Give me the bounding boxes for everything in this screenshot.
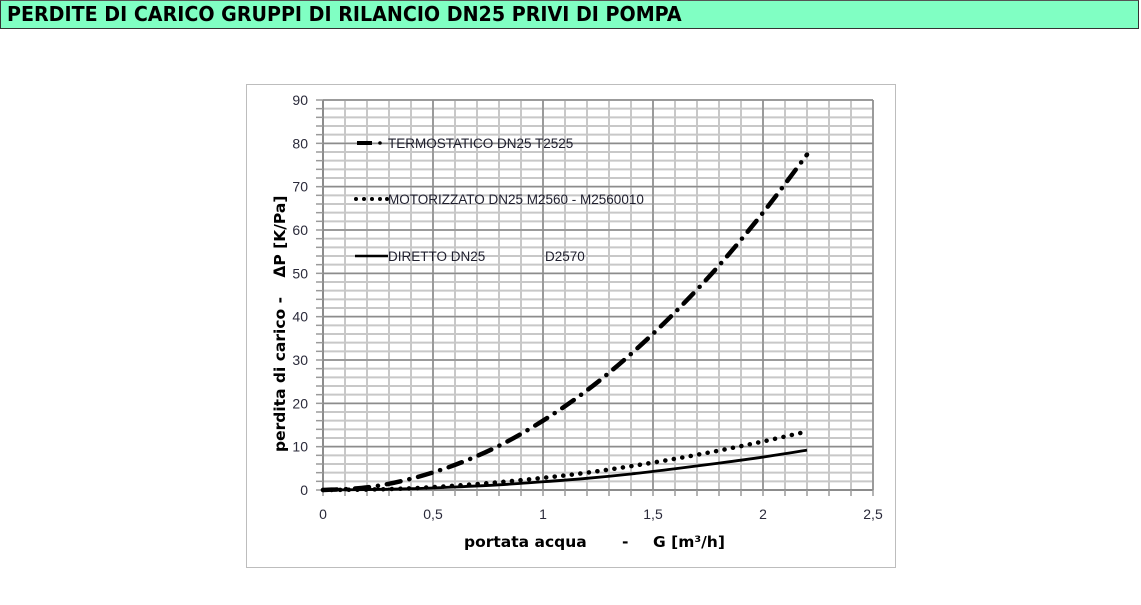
y-tick-label: 40: [292, 309, 308, 325]
x-tick-label: 0,5: [423, 506, 443, 522]
data-series: [320, 152, 810, 493]
x-tick-label: 2,5: [863, 506, 883, 522]
x-axis-title-part1: portata acqua: [464, 533, 587, 551]
y-tick-label: 50: [292, 265, 308, 281]
major-gridlines: [322, 99, 874, 491]
x-axis-title-separator: -: [622, 533, 628, 551]
page-title: PERDITE DI CARICO GRUPPI DI RILANCIO DN2…: [7, 2, 682, 26]
y-tick-label: 80: [292, 135, 308, 151]
y-tick-label: 70: [292, 179, 308, 195]
legend-swatch-motorizzato: [354, 197, 389, 201]
y-tick-label: 90: [292, 92, 308, 108]
x-tick-label: 1,5: [643, 506, 663, 522]
legend-swatch-termostatico-dot: [378, 141, 382, 145]
x-tick-label: 2: [759, 506, 767, 522]
legend-label-motorizzato: MOTORIZZATO DN25 M2560 - M2560010: [388, 192, 644, 207]
legend-label-termostatico: TERMOSTATICO DN25 T2525: [388, 136, 573, 151]
x-axis-title-part2: G [m³/h]: [653, 533, 725, 551]
page-title-bar: PERDITE DI CARICO GRUPPI DI RILANCIO DN2…: [0, 0, 1139, 29]
x-tick-label: 0: [319, 506, 327, 522]
legend-code-diretto: D2570: [545, 249, 585, 264]
axis-ticks: [316, 99, 874, 496]
y-axis-title-part1: perdita di carico -: [271, 297, 289, 452]
y-tick-label: 10: [292, 439, 308, 455]
series-line-dash-dot: [320, 152, 810, 493]
chart-legend: TERMOSTATICO DN25 T2525 MOTORIZZATO DN25…: [354, 136, 644, 264]
x-tick-label: 1: [539, 506, 547, 522]
legend-label-diretto: DIRETTO DN25: [388, 249, 485, 264]
y-tick-label: 60: [292, 222, 308, 238]
y-axis-title: perdita di carico - ΔP [K/Pa]: [271, 196, 289, 452]
minor-gridlines: [322, 99, 874, 491]
y-tick-label: 20: [292, 395, 308, 411]
y-axis-title-part2: ΔP [K/Pa]: [271, 196, 289, 278]
y-tick-label: 0: [300, 482, 308, 498]
y-tick-label: 30: [292, 352, 308, 368]
series-line-solid: [322, 448, 808, 492]
tick-labels: 0 0,5 1 1,5 2 2,5 0 10 20 30 40 50 60 70 80 90: [292, 92, 883, 522]
